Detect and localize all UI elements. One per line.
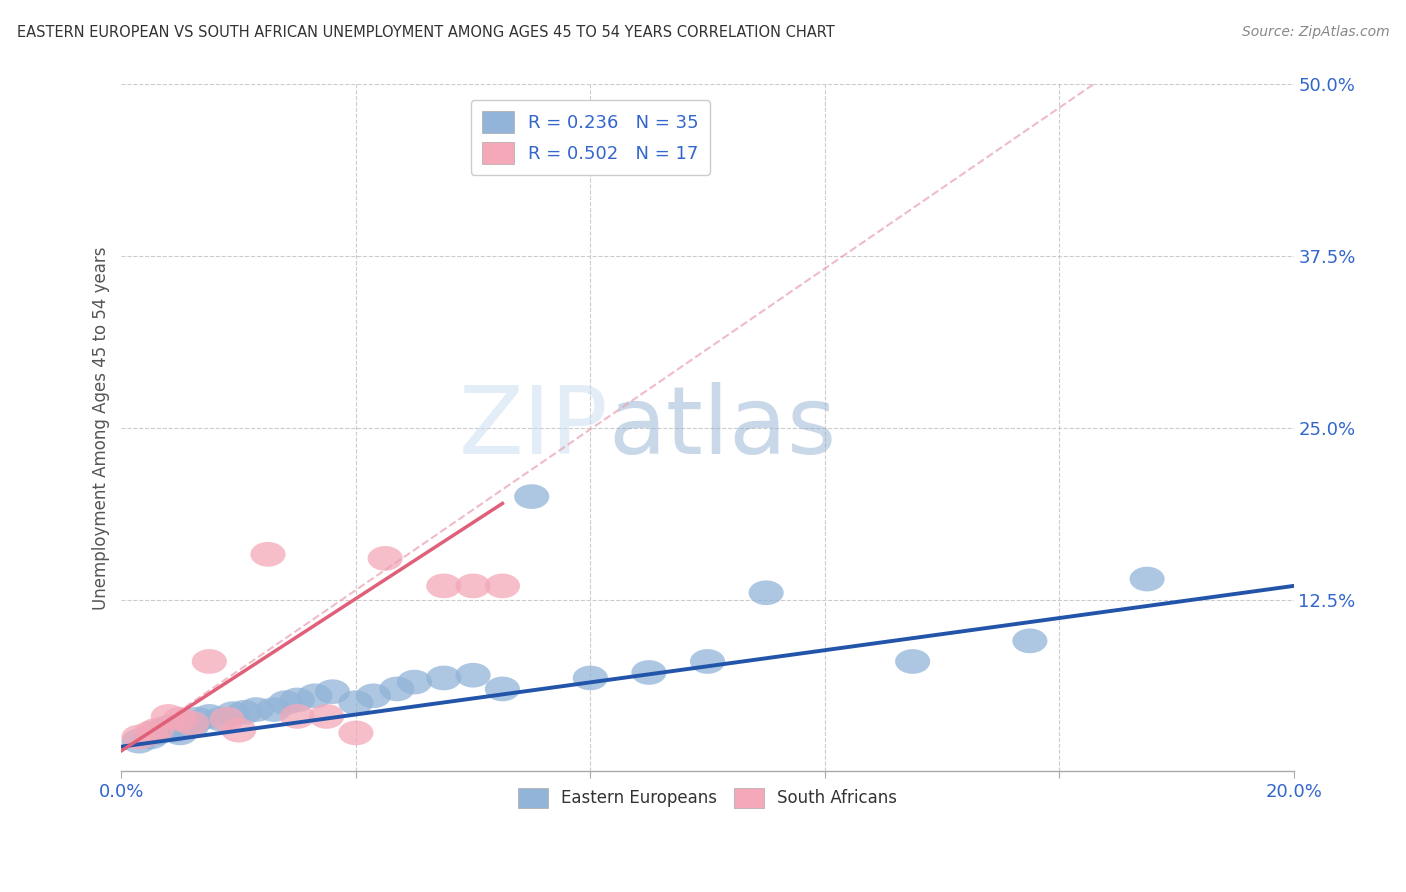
Text: EASTERN EUROPEAN VS SOUTH AFRICAN UNEMPLOYMENT AMONG AGES 45 TO 54 YEARS CORRELA: EASTERN EUROPEAN VS SOUTH AFRICAN UNEMPL…	[17, 25, 835, 40]
Ellipse shape	[134, 724, 169, 749]
Ellipse shape	[396, 670, 432, 695]
Ellipse shape	[426, 665, 461, 690]
Ellipse shape	[485, 574, 520, 599]
Ellipse shape	[748, 581, 783, 605]
Ellipse shape	[1129, 566, 1164, 591]
Y-axis label: Unemployment Among Ages 45 to 54 years: Unemployment Among Ages 45 to 54 years	[93, 246, 110, 609]
Ellipse shape	[121, 724, 156, 749]
Ellipse shape	[896, 649, 931, 673]
Ellipse shape	[180, 706, 215, 731]
Ellipse shape	[150, 704, 186, 729]
Ellipse shape	[174, 714, 209, 739]
Ellipse shape	[156, 718, 191, 742]
Ellipse shape	[456, 574, 491, 599]
Text: ZIP: ZIP	[458, 382, 607, 474]
Ellipse shape	[356, 683, 391, 708]
Ellipse shape	[215, 701, 250, 726]
Ellipse shape	[367, 546, 402, 571]
Ellipse shape	[631, 660, 666, 685]
Ellipse shape	[139, 718, 174, 742]
Ellipse shape	[145, 718, 180, 742]
Ellipse shape	[485, 677, 520, 701]
Ellipse shape	[339, 721, 374, 746]
Ellipse shape	[250, 542, 285, 566]
Ellipse shape	[139, 721, 174, 746]
Ellipse shape	[239, 698, 274, 722]
Ellipse shape	[280, 704, 315, 729]
Ellipse shape	[309, 704, 344, 729]
Ellipse shape	[174, 711, 209, 736]
Ellipse shape	[339, 690, 374, 715]
Ellipse shape	[572, 665, 607, 690]
Ellipse shape	[191, 704, 226, 729]
Ellipse shape	[315, 680, 350, 704]
Ellipse shape	[163, 706, 198, 731]
Ellipse shape	[191, 649, 226, 673]
Ellipse shape	[169, 711, 204, 736]
Ellipse shape	[150, 715, 186, 739]
Ellipse shape	[426, 574, 461, 599]
Ellipse shape	[226, 700, 262, 724]
Ellipse shape	[121, 729, 156, 754]
Ellipse shape	[1012, 629, 1047, 653]
Ellipse shape	[204, 706, 239, 731]
Ellipse shape	[221, 718, 256, 742]
Ellipse shape	[690, 649, 725, 673]
Ellipse shape	[380, 677, 415, 701]
Text: atlas: atlas	[607, 382, 837, 474]
Legend: Eastern Europeans, South Africans: Eastern Europeans, South Africans	[512, 780, 904, 814]
Ellipse shape	[209, 706, 245, 731]
Ellipse shape	[269, 690, 304, 715]
Ellipse shape	[256, 698, 291, 722]
Ellipse shape	[163, 721, 198, 746]
Ellipse shape	[297, 683, 332, 708]
Ellipse shape	[515, 484, 550, 509]
Ellipse shape	[280, 688, 315, 713]
Text: Source: ZipAtlas.com: Source: ZipAtlas.com	[1241, 25, 1389, 39]
Ellipse shape	[134, 721, 169, 746]
Ellipse shape	[456, 663, 491, 688]
